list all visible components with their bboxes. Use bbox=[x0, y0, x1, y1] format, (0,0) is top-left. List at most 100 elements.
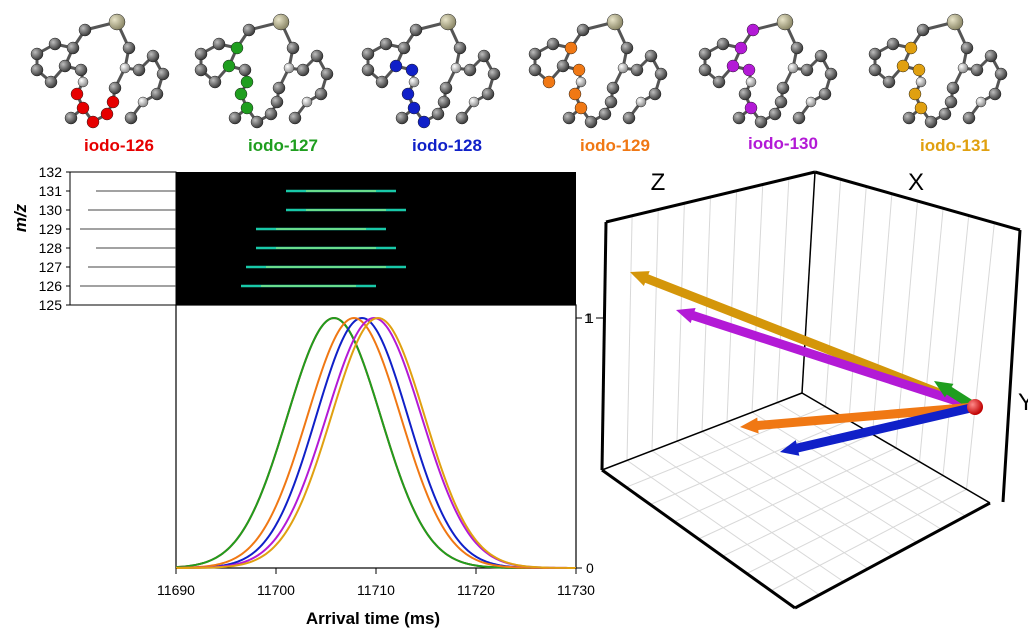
atom bbox=[362, 48, 374, 60]
mol-label-127: iodo-127 bbox=[248, 136, 318, 155]
atom bbox=[315, 88, 327, 100]
atom bbox=[289, 112, 301, 124]
atom bbox=[284, 63, 294, 73]
atom bbox=[151, 88, 163, 100]
atom bbox=[939, 108, 951, 120]
atom bbox=[543, 76, 555, 88]
atom bbox=[649, 88, 661, 100]
molecule-129 bbox=[529, 14, 667, 128]
vector-head bbox=[630, 271, 650, 286]
atom bbox=[958, 63, 968, 73]
atom bbox=[989, 88, 1001, 100]
atom bbox=[123, 42, 135, 54]
atom bbox=[438, 96, 450, 108]
atom bbox=[577, 24, 589, 36]
box-edge bbox=[602, 470, 795, 608]
atom bbox=[699, 64, 711, 76]
atom bbox=[287, 42, 299, 54]
atom bbox=[469, 97, 479, 107]
atom bbox=[883, 76, 895, 88]
vector-3d-panel: Z X Y 1 bbox=[584, 169, 1028, 608]
atom bbox=[563, 112, 575, 124]
atom bbox=[195, 64, 207, 76]
gridline bbox=[920, 208, 944, 462]
atom bbox=[75, 64, 87, 76]
box-edge bbox=[795, 503, 990, 608]
x-axis-title: Arrival time (ms) bbox=[306, 609, 440, 628]
arrival-time-panel: 11690 11700 11710 11720 11730 01 Arrival tim… bbox=[157, 305, 595, 628]
atom bbox=[464, 64, 476, 76]
molecule-128 bbox=[362, 14, 500, 128]
mz-heatmap-panel: m/z 125126127128129130131132 bbox=[11, 164, 576, 313]
atom bbox=[213, 38, 225, 50]
atom bbox=[727, 60, 739, 72]
x-axis: 11690 11700 11710 11720 11730 bbox=[157, 568, 595, 598]
gridline bbox=[747, 476, 943, 574]
atom bbox=[440, 14, 456, 30]
atom bbox=[607, 82, 619, 94]
atom bbox=[482, 88, 494, 100]
atom bbox=[120, 63, 130, 73]
atom bbox=[699, 48, 711, 60]
atom bbox=[138, 97, 148, 107]
atom bbox=[733, 112, 745, 124]
atom bbox=[67, 42, 79, 54]
atom bbox=[815, 50, 827, 62]
atom bbox=[49, 38, 61, 50]
atom bbox=[529, 48, 541, 60]
x-tick-label: 11700 bbox=[257, 582, 295, 598]
atom bbox=[961, 42, 973, 54]
atom bbox=[735, 42, 747, 54]
atom bbox=[87, 116, 99, 128]
atom bbox=[897, 60, 909, 72]
atom bbox=[125, 112, 137, 124]
atom bbox=[109, 14, 125, 30]
box-edge-inner bbox=[602, 393, 802, 470]
mol-label-129: iodo-129 bbox=[580, 136, 650, 155]
atom bbox=[755, 116, 767, 128]
atom bbox=[607, 14, 623, 30]
atom bbox=[101, 108, 113, 120]
atom bbox=[631, 64, 643, 76]
atom bbox=[905, 42, 917, 54]
atom bbox=[77, 102, 89, 114]
right-y-tick-label: 0 bbox=[586, 560, 594, 576]
atom bbox=[195, 48, 207, 60]
atom bbox=[636, 97, 646, 107]
atom bbox=[209, 76, 221, 88]
atom bbox=[788, 63, 798, 73]
atom bbox=[909, 88, 921, 100]
molecule-131 bbox=[869, 14, 1007, 128]
mol-label-128: iodo-128 bbox=[412, 136, 482, 155]
atom bbox=[223, 60, 235, 72]
atom bbox=[406, 64, 418, 76]
atom bbox=[432, 108, 444, 120]
vector-head bbox=[676, 308, 696, 323]
axis-y-label: Y bbox=[1018, 389, 1028, 416]
atom bbox=[408, 102, 420, 114]
atom bbox=[311, 50, 323, 62]
mz-tick-label: 130 bbox=[39, 202, 63, 218]
x-tick-label: 11710 bbox=[357, 582, 395, 598]
atom bbox=[302, 97, 312, 107]
atom bbox=[806, 97, 816, 107]
gridline bbox=[777, 178, 789, 402]
gridline bbox=[627, 216, 632, 461]
atom bbox=[402, 88, 414, 100]
gridline bbox=[752, 412, 941, 529]
atom bbox=[229, 112, 241, 124]
vector-iodo-126 bbox=[967, 399, 983, 415]
arrival-curves bbox=[176, 318, 576, 568]
atom bbox=[418, 116, 430, 128]
atom bbox=[107, 96, 119, 108]
mol-label-131: iodo-131 bbox=[920, 136, 990, 155]
atom bbox=[655, 68, 667, 80]
mol-label-130: iodo-130 bbox=[748, 134, 818, 153]
mz-tick-label: 125 bbox=[39, 297, 63, 313]
gridline bbox=[723, 462, 920, 557]
atom bbox=[271, 96, 283, 108]
atom bbox=[376, 76, 388, 88]
atom bbox=[71, 88, 83, 100]
atom bbox=[147, 50, 159, 62]
